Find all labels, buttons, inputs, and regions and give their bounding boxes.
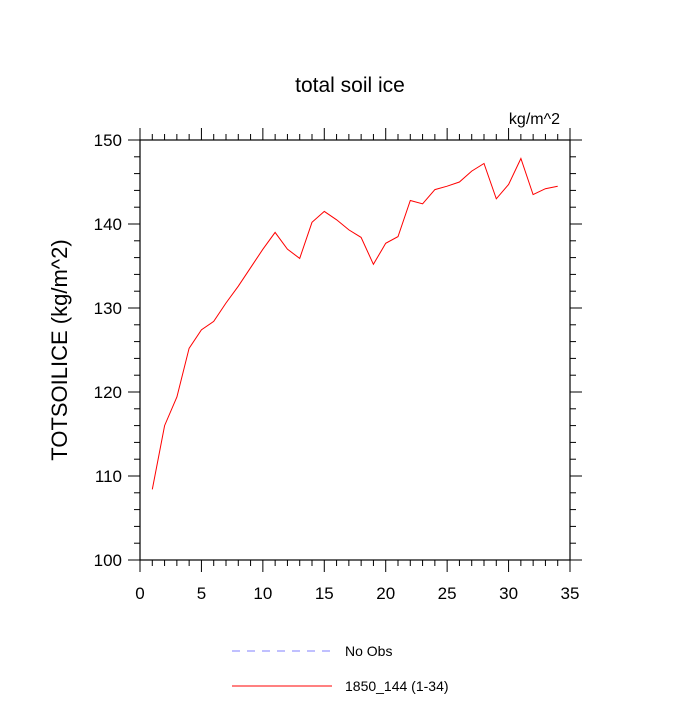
x-tick-label: 35 <box>561 584 580 603</box>
y-tick-label: 130 <box>94 299 122 318</box>
y-tick-label: 150 <box>94 131 122 150</box>
y-axis-label: TOTSOILICE (kg/m^2) <box>47 239 72 460</box>
plot-frame <box>139 139 571 561</box>
x-tick-label: 15 <box>315 584 334 603</box>
x-tick-label: 0 <box>135 584 144 603</box>
units-label: kg/m^2 <box>509 111 560 128</box>
chart-title: total soil ice <box>295 74 405 97</box>
x-tick-label: 20 <box>376 584 395 603</box>
y-tick-label: 100 <box>94 551 122 570</box>
legend-label: 1850_144 (1-34) <box>345 678 449 694</box>
x-tick-label: 25 <box>438 584 457 603</box>
series-line-1 <box>151 157 558 490</box>
x-tick-label: 30 <box>499 584 518 603</box>
y-tick-label: 110 <box>95 467 122 486</box>
legend-label: No Obs <box>345 643 392 659</box>
x-tick-label: 5 <box>197 584 206 603</box>
x-tick-label: 10 <box>253 584 272 603</box>
y-tick-label: 120 <box>94 383 122 402</box>
y-tick-label: 140 <box>94 215 122 234</box>
